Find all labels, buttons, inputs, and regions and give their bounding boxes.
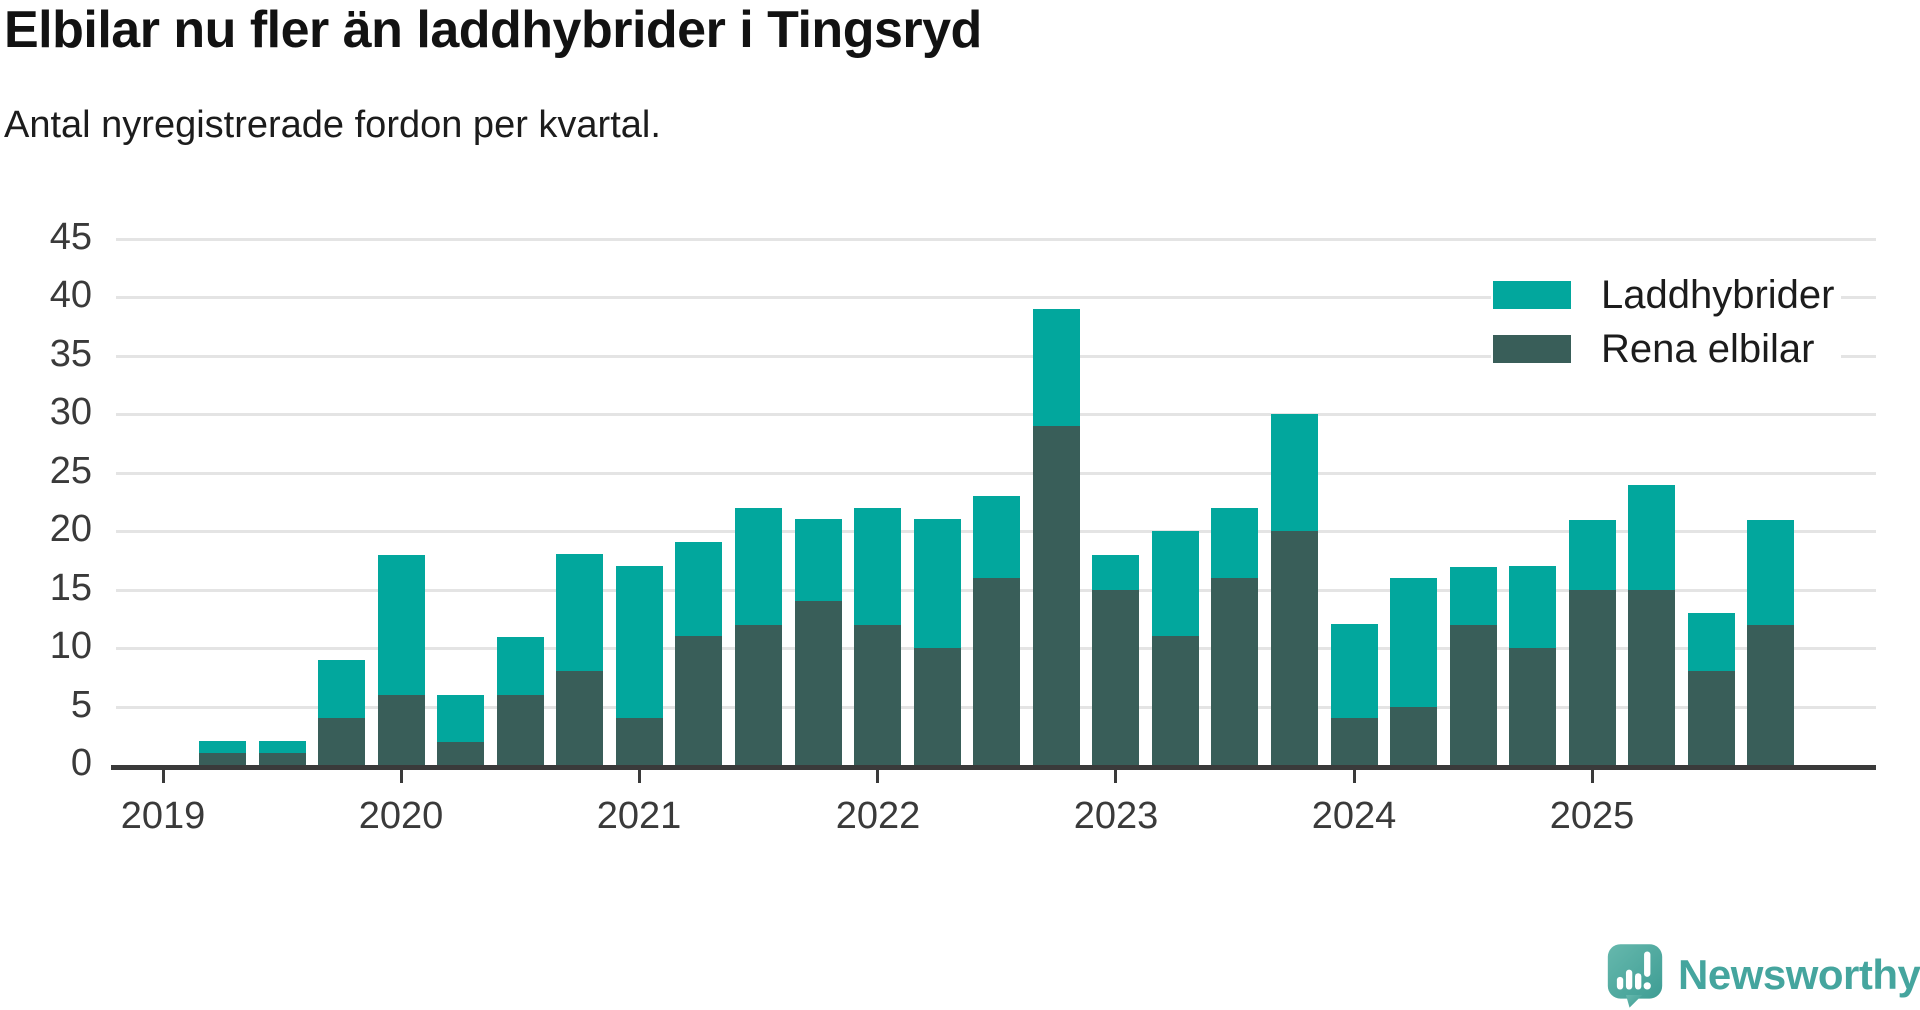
bar-segment-2020-Q2-laddhybrider <box>437 695 484 742</box>
x-axis-tick-2025 <box>1591 770 1594 783</box>
bar-segment-2019-Q3-rena-elbilar <box>259 753 306 765</box>
bar-segment-2020-Q4-laddhybrider <box>556 554 603 671</box>
gridline-30 <box>116 413 1876 416</box>
y-axis-tick-label-45: 45 <box>49 215 92 258</box>
bar-segment-2025-Q3-laddhybrider <box>1688 613 1735 671</box>
bar-segment-2022-Q4-laddhybrider <box>1033 309 1080 426</box>
bar-segment-2021-Q4-rena-elbilar <box>795 601 842 765</box>
bar-segment-2020-Q2-rena-elbilar <box>437 742 484 765</box>
bar-segment-2025-Q1-laddhybrider <box>1569 520 1616 590</box>
gridline-40 <box>116 296 1876 299</box>
legend-item-laddhybrider: Laddhybrider <box>1493 268 1835 322</box>
bar-segment-2019-Q4-rena-elbilar <box>318 718 365 765</box>
bar-segment-2021-Q3-rena-elbilar <box>735 625 782 765</box>
x-axis-tick-label-2022: 2022 <box>835 795 921 837</box>
legend-item-rena-elbilar: Rena elbilar <box>1493 322 1835 376</box>
bar-segment-2022-Q1-rena-elbilar <box>854 625 901 765</box>
bar-segment-2021-Q2-laddhybrider <box>675 542 722 636</box>
newsworthy-logo-text: Newsworthy <box>1678 951 1920 998</box>
bar-segment-2025-Q2-rena-elbilar <box>1628 590 1675 765</box>
x-axis-tick-label-2021: 2021 <box>596 795 682 837</box>
bar-segment-2021-Q1-rena-elbilar <box>616 718 663 765</box>
bar-segment-2023-Q3-rena-elbilar <box>1211 578 1258 765</box>
bar-segment-2024-Q4-rena-elbilar <box>1509 648 1556 765</box>
bar-segment-2024-Q4-laddhybrider <box>1509 566 1556 648</box>
bar-segment-2023-Q1-laddhybrider <box>1092 555 1139 590</box>
bar-segment-2025-Q3-rena-elbilar <box>1688 671 1735 765</box>
gridline-35 <box>116 355 1876 358</box>
bar-segment-2024-Q3-laddhybrider <box>1450 567 1497 625</box>
bar-segment-2019-Q3-laddhybrider <box>259 741 306 753</box>
x-axis-tick-2024 <box>1353 770 1356 783</box>
y-axis-tick-label-25: 25 <box>49 449 92 492</box>
chart-title: Elbilar nu fler än laddhybrider i Tingsr… <box>4 1 982 59</box>
bar-segment-2019-Q2-rena-elbilar <box>199 753 246 765</box>
gridline-45 <box>116 238 1876 241</box>
newsworthy-logo-icon <box>1607 944 1663 1008</box>
bar-segment-2021-Q4-laddhybrider <box>795 519 842 601</box>
bar-segment-2019-Q4-laddhybrider <box>318 660 365 718</box>
bar-segment-2024-Q2-rena-elbilar <box>1390 707 1437 765</box>
x-axis-tick-label-2019: 2019 <box>120 795 206 837</box>
bar-segment-2019-Q2-laddhybrider <box>199 741 246 753</box>
y-axis-tick-label-20: 20 <box>49 507 92 550</box>
x-axis-tick-label-2024: 2024 <box>1311 795 1397 837</box>
legend-label-rena-elbilar: Rena elbilar <box>1601 326 1815 371</box>
legend-swatch-laddhybrider <box>1493 281 1571 309</box>
bar-segment-2023-Q4-laddhybrider <box>1271 414 1318 531</box>
bar-segment-2020-Q3-rena-elbilar <box>497 695 544 765</box>
bar-segment-2021-Q1-laddhybrider <box>616 566 663 718</box>
bar-segment-2024-Q1-rena-elbilar <box>1331 718 1378 765</box>
x-axis-tick-2020 <box>400 770 403 783</box>
bar-segment-2022-Q3-rena-elbilar <box>973 578 1020 765</box>
bar-segment-2025-Q4-rena-elbilar <box>1747 625 1794 765</box>
y-axis-tick-label-30: 30 <box>49 390 92 433</box>
bar-segment-2024-Q3-rena-elbilar <box>1450 625 1497 765</box>
legend-label-laddhybrider: Laddhybrider <box>1601 272 1835 317</box>
y-axis-tick-label-5: 5 <box>70 683 92 726</box>
x-axis-tick-label-2020: 2020 <box>358 795 444 837</box>
newsworthy-logo: Newsworthy <box>1606 940 1920 1010</box>
bar-segment-2025-Q4-laddhybrider <box>1747 520 1794 625</box>
bar-segment-2025-Q2-laddhybrider <box>1628 485 1675 590</box>
x-axis-tick-2021 <box>638 770 641 783</box>
x-axis-tick-2019 <box>162 770 165 783</box>
bar-segment-2022-Q3-laddhybrider <box>973 496 1020 578</box>
bar-segment-2022-Q4-rena-elbilar <box>1033 426 1080 765</box>
gridline-25 <box>116 472 1876 475</box>
x-axis-tick-label-2025: 2025 <box>1549 795 1635 837</box>
bar-segment-2021-Q3-laddhybrider <box>735 508 782 625</box>
bar-segment-2021-Q2-rena-elbilar <box>675 636 722 765</box>
y-axis-tick-label-0: 0 <box>70 741 92 784</box>
bar-segment-2024-Q2-laddhybrider <box>1390 578 1437 707</box>
bar-segment-2023-Q2-laddhybrider <box>1152 531 1199 636</box>
x-axis-line <box>111 765 1876 770</box>
bar-segment-2023-Q3-laddhybrider <box>1211 508 1258 578</box>
bar-segment-2020-Q3-laddhybrider <box>497 637 544 695</box>
bar-segment-2020-Q4-rena-elbilar <box>556 671 603 765</box>
x-axis-tick-2023 <box>1114 770 1117 783</box>
bar-segment-2020-Q1-rena-elbilar <box>378 695 425 765</box>
bar-segment-2022-Q2-rena-elbilar <box>914 648 961 765</box>
chart-subtitle: Antal nyregistrerade fordon per kvartal. <box>4 104 661 146</box>
bar-segment-2022-Q1-laddhybrider <box>854 508 901 625</box>
bar-segment-2023-Q2-rena-elbilar <box>1152 636 1199 765</box>
x-axis-tick-2022 <box>876 770 879 783</box>
bar-segment-2022-Q2-laddhybrider <box>914 519 961 648</box>
y-axis-tick-label-15: 15 <box>49 566 92 609</box>
y-axis-tick-label-10: 10 <box>49 624 92 667</box>
y-axis-tick-label-40: 40 <box>49 273 92 316</box>
legend: Laddhybrider Rena elbilar <box>1491 268 1841 376</box>
bar-segment-2024-Q1-laddhybrider <box>1331 624 1378 718</box>
legend-swatch-rena-elbilar <box>1493 335 1571 363</box>
bar-segment-2020-Q1-laddhybrider <box>378 555 425 695</box>
bar-segment-2023-Q4-rena-elbilar <box>1271 531 1318 765</box>
y-axis-tick-label-35: 35 <box>49 332 92 375</box>
bar-segment-2023-Q1-rena-elbilar <box>1092 590 1139 765</box>
bar-segment-2025-Q1-rena-elbilar <box>1569 590 1616 765</box>
x-axis-tick-label-2023: 2023 <box>1073 795 1159 837</box>
